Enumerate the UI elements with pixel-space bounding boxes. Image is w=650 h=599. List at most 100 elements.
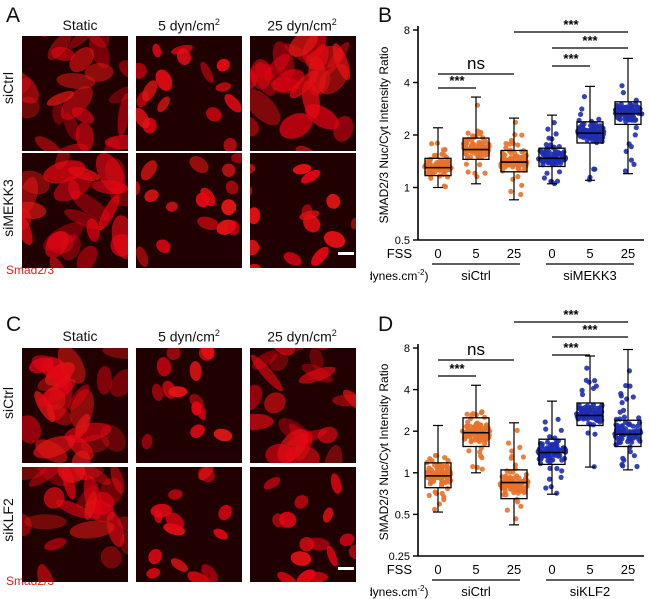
x-tick-label: 5 <box>472 246 479 261</box>
data-point <box>553 131 559 137</box>
data-point <box>466 448 472 454</box>
data-point <box>503 145 509 151</box>
x-tick-label: 5 <box>586 246 593 261</box>
data-point <box>616 437 622 443</box>
data-point <box>469 141 476 148</box>
data-point <box>551 120 557 126</box>
data-point <box>630 394 636 400</box>
data-point <box>585 410 591 416</box>
data-point <box>636 105 642 111</box>
data-point <box>578 111 584 117</box>
x-tick-label: 0 <box>548 246 555 261</box>
data-point <box>515 174 521 180</box>
micrograph-simekk3-5dyn <box>136 153 242 268</box>
data-point <box>428 478 434 484</box>
data-point <box>631 161 637 167</box>
data-point <box>614 102 620 108</box>
x-tick-label: 25 <box>507 562 521 577</box>
data-point <box>592 378 598 384</box>
data-point <box>478 432 484 438</box>
x-tick-label: 5 <box>472 562 479 577</box>
data-point <box>502 164 508 170</box>
data-point <box>541 175 547 181</box>
data-point <box>437 469 444 475</box>
y-tick-label: 8 <box>404 25 410 37</box>
data-point <box>579 391 586 398</box>
data-point <box>547 465 553 471</box>
micrograph-sictrl-static <box>22 36 128 151</box>
data-point <box>465 433 471 439</box>
data-point <box>586 405 592 411</box>
data-point <box>514 427 520 433</box>
data-point <box>586 379 592 385</box>
x-tick-label: 0 <box>434 562 441 577</box>
data-point <box>464 411 470 417</box>
data-point <box>549 446 556 452</box>
data-point <box>507 483 514 489</box>
data-point <box>623 383 629 389</box>
data-point <box>636 436 642 442</box>
data-point <box>471 150 477 156</box>
data-point <box>546 149 552 155</box>
data-point <box>558 427 564 433</box>
micrograph-sictrl-5dyn <box>136 36 242 151</box>
data-point <box>548 453 554 459</box>
data-point <box>622 168 628 174</box>
significance-label: *** <box>563 51 579 66</box>
box <box>500 469 528 500</box>
x-axis-unit: (dynes.cm-2) <box>370 584 428 599</box>
data-point <box>464 138 470 144</box>
data-point <box>632 132 638 138</box>
data-point <box>442 464 448 470</box>
x-axis-title: FSS <box>387 246 413 261</box>
column-header-5dyn-c: 5 dyn/cm2 <box>158 328 220 345</box>
y-tick-label: 8 <box>404 343 410 355</box>
data-point <box>465 424 471 430</box>
data-point <box>432 489 438 495</box>
data-point <box>544 439 551 445</box>
data-point <box>519 149 525 155</box>
data-point <box>591 135 597 141</box>
data-point <box>618 101 624 107</box>
data-point <box>630 435 637 441</box>
data-point <box>463 161 469 167</box>
data-point <box>508 455 514 461</box>
column-header-static: Static <box>62 17 98 33</box>
x-tick-label: 25 <box>621 562 635 577</box>
data-point <box>482 152 489 158</box>
x-tick-label: 0 <box>548 562 555 577</box>
data-point <box>445 486 451 492</box>
data-point <box>579 387 585 393</box>
x-axis-title: FSS <box>387 562 413 577</box>
scale-bar <box>338 252 354 255</box>
data-point <box>554 152 560 158</box>
data-point <box>468 439 474 445</box>
data-point <box>555 453 561 459</box>
x-tick-label: 25 <box>621 246 635 261</box>
data-point <box>440 162 446 168</box>
data-point <box>543 426 549 432</box>
column-header-25dyn-c: 25 dyn/cm2 <box>267 328 337 345</box>
data-point <box>545 126 551 132</box>
data-point <box>614 425 620 431</box>
y-tick-label: 1 <box>404 183 410 195</box>
data-point <box>510 176 516 182</box>
data-point <box>470 464 476 470</box>
data-point <box>519 132 525 138</box>
box <box>538 147 566 168</box>
data-point <box>479 455 485 461</box>
data-point <box>630 423 636 429</box>
micrograph-sictrl-5dyn-c <box>136 348 242 463</box>
significance-label: *** <box>582 322 598 337</box>
micrograph-siklf2-5dyn <box>136 467 242 582</box>
data-point <box>581 94 587 100</box>
data-point <box>481 427 488 433</box>
data-point <box>518 486 524 492</box>
data-point <box>555 416 561 422</box>
data-point <box>619 83 625 89</box>
data-point <box>474 174 480 180</box>
data-point <box>546 159 553 165</box>
data-point <box>590 126 596 132</box>
data-point <box>579 106 585 112</box>
data-point <box>503 473 509 479</box>
